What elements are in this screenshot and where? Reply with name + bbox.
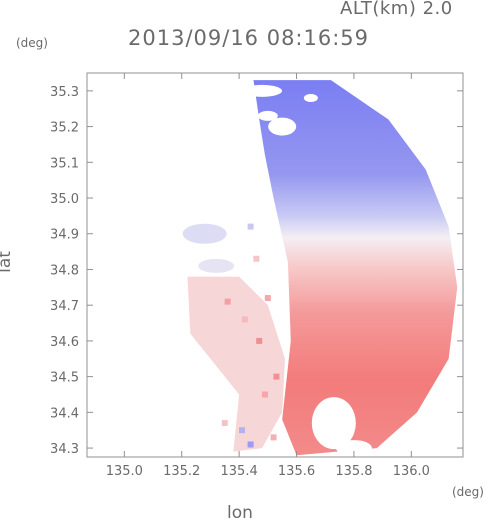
- y-tick-label: 34.3: [50, 442, 79, 457]
- weak-approach-patch: [182, 223, 227, 244]
- y-tick-label: 34.7: [50, 299, 79, 314]
- echo-speckle: [264, 295, 271, 302]
- x-axis-label: lon: [227, 503, 253, 523]
- echo-speckle: [247, 223, 254, 230]
- echo-gap: [303, 94, 318, 103]
- y-tick-label: 34.5: [50, 371, 79, 386]
- y-tick-label: 35.1: [50, 156, 79, 171]
- echo-speckle: [270, 434, 277, 441]
- echo-speckle: [247, 441, 254, 448]
- echo-gap: [242, 84, 283, 97]
- echo-speckle: [238, 427, 245, 434]
- x-tick-label: 135.6: [278, 464, 315, 479]
- x-tick-label: 135.0: [106, 464, 143, 479]
- x-tick-label: 136.0: [393, 464, 430, 479]
- echo-field: [182, 80, 458, 457]
- x-tick-label: 135.4: [221, 464, 258, 479]
- plot-frame: [86, 72, 464, 458]
- altitude-label: ALT(km) 2.0: [340, 0, 453, 19]
- y-tick-label: 34.8: [50, 263, 79, 278]
- y-tick-label: 34.4: [50, 406, 79, 421]
- main-echo-region: [253, 80, 458, 456]
- weak-echo-region: [187, 276, 286, 452]
- y-tick-label: 35.3: [50, 85, 79, 100]
- y-tick-label: 35.2: [50, 121, 79, 136]
- echo-speckle: [253, 255, 260, 262]
- echo-gap: [268, 117, 297, 136]
- chart-title: 2013/09/16 08:16:59: [128, 26, 370, 50]
- x-tick-label: 135.2: [163, 464, 200, 479]
- echo-speckle: [221, 420, 228, 427]
- y-tick-label: 34.6: [50, 335, 79, 350]
- weak-approach-patch-2: [198, 258, 235, 273]
- echo-speckle: [273, 373, 280, 380]
- y-tick-label: 34.9: [50, 228, 79, 243]
- echo-speckle: [241, 316, 248, 323]
- echo-gap: [335, 440, 372, 457]
- y-tick-label: 35.0: [50, 192, 79, 207]
- echo-gap: [311, 397, 356, 450]
- echo-speckle: [256, 337, 263, 344]
- echo-speckle: [224, 298, 231, 305]
- x-unit-label: (deg): [452, 485, 484, 499]
- x-tick-label: 135.8: [335, 464, 372, 479]
- y-unit-label: (deg): [16, 36, 48, 50]
- echo-gap: [257, 110, 278, 121]
- echo-speckle: [261, 391, 268, 398]
